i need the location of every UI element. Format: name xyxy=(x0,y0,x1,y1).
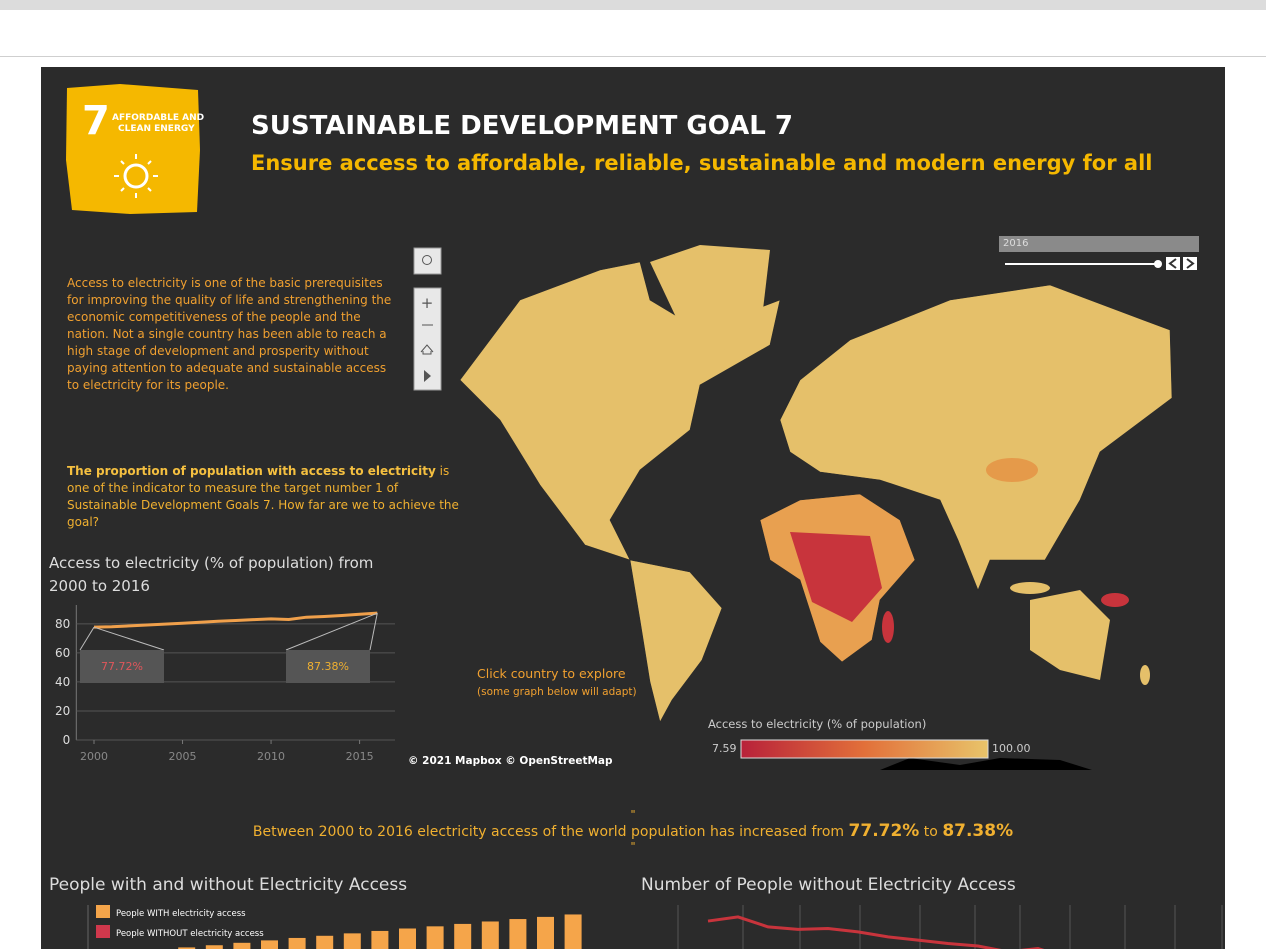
search-button[interactable] xyxy=(413,247,442,275)
chart-title: Number of People without Electricity Acc… xyxy=(641,875,1016,895)
grid-lines xyxy=(677,905,1223,949)
bar xyxy=(371,930,389,949)
x-tick-label: 2010 xyxy=(257,750,285,763)
summary-to-word: to xyxy=(923,824,938,840)
new-zealand[interactable] xyxy=(1140,665,1150,685)
y-tick-label: 60 xyxy=(55,646,70,660)
map-note-sub: (some graph below will adapt) xyxy=(477,686,637,698)
chart-title: Access to electricity (% of population) … xyxy=(49,554,374,595)
islands[interactable] xyxy=(1010,582,1050,594)
summary-text: Between 2000 to 2016 electricity access … xyxy=(252,824,845,840)
logo-rays xyxy=(114,154,158,198)
indicator-rest: is one of the indicator to measure the t… xyxy=(67,464,459,529)
x-tick-label: 2015 xyxy=(346,750,374,763)
pan-icon[interactable] xyxy=(424,370,431,382)
y-tick-label: 20 xyxy=(55,704,70,718)
legend-title: Access to electricity (% of population) xyxy=(708,717,927,731)
browser-toolbar xyxy=(0,0,1266,10)
legend-label: People WITH electricity access xyxy=(116,909,246,919)
x-tick-label: 2000 xyxy=(80,750,108,763)
callout-line xyxy=(93,626,165,651)
bar xyxy=(316,935,334,949)
line xyxy=(707,915,1045,949)
quote-mark: " xyxy=(630,808,636,821)
bar xyxy=(178,947,196,949)
map-note: Click country to explore xyxy=(477,666,626,681)
bar xyxy=(537,916,554,949)
eurasia[interactable] xyxy=(779,284,1173,591)
bar xyxy=(261,940,278,949)
papua[interactable] xyxy=(1101,593,1129,607)
annotation-box xyxy=(80,650,164,683)
logo-text: AFFORDABLE AND xyxy=(112,113,204,123)
quote-mark: " xyxy=(630,840,636,853)
search-icon xyxy=(422,255,432,265)
mongolia[interactable] xyxy=(986,458,1038,482)
legend-max: 100.00 xyxy=(992,742,1031,755)
prev-icon xyxy=(1168,258,1177,269)
bar xyxy=(343,933,361,949)
y-tick-label: 40 xyxy=(55,675,70,689)
callout-line xyxy=(285,612,378,651)
title: SUSTAINABLE DEVELOPMENT GOAL 7 xyxy=(251,111,793,141)
legend-swatch xyxy=(96,925,110,938)
bar xyxy=(481,921,499,949)
subtitle: Ensure access to affordable, reliable, s… xyxy=(251,151,1153,175)
toolbar-divider xyxy=(0,56,1266,57)
south-america[interactable] xyxy=(629,559,723,723)
legend-label: People WITHOUT electricity access xyxy=(116,929,264,939)
annotation-box xyxy=(286,650,370,683)
world-map[interactable] xyxy=(459,245,1173,770)
logo-text: CLEAN ENERGY xyxy=(118,124,195,134)
home-icon[interactable] xyxy=(420,344,434,355)
bar xyxy=(509,919,527,949)
map-attribution[interactable]: © 2021 Mapbox © OpenStreetMap xyxy=(408,755,613,767)
legend-swatch xyxy=(96,905,110,918)
logo-number: 7 xyxy=(82,98,110,144)
line xyxy=(93,611,378,629)
greenland[interactable] xyxy=(650,245,770,360)
x-tick-label: 2005 xyxy=(169,750,197,763)
legend-min: 7.59 xyxy=(712,742,737,755)
bar xyxy=(564,914,582,949)
next-icon xyxy=(1186,258,1195,269)
y-tick-label: 0 xyxy=(63,733,71,747)
antarctica xyxy=(880,758,1092,770)
year-selector[interactable]: 2016 xyxy=(999,236,1199,252)
australia[interactable] xyxy=(1030,590,1110,680)
bar xyxy=(426,926,444,949)
next-button[interactable] xyxy=(1183,257,1197,270)
indicator-text: The proportion of population with access… xyxy=(67,463,462,531)
annotation-label: 77.72% xyxy=(101,660,143,673)
bar xyxy=(288,937,306,949)
callout-line xyxy=(79,626,95,651)
chart-title: People with and without Electricity Acce… xyxy=(49,875,408,895)
zoom-in-icon[interactable]: + xyxy=(421,294,434,312)
summary: " Between 2000 to 2016 electricity acces… xyxy=(41,809,1225,853)
summary-from: 77.72% xyxy=(848,821,920,841)
annotation-label: 87.38% xyxy=(307,660,349,673)
zoom-toolbar[interactable] xyxy=(413,287,442,391)
madagascar[interactable] xyxy=(882,611,894,643)
bar xyxy=(205,945,223,949)
dashboard-graphics: 7 AFFORDABLE AND CLEAN ENERGY + 7.59 100… xyxy=(55,84,1223,949)
callout-line xyxy=(369,613,378,651)
legend-gradient xyxy=(740,739,989,759)
y-tick-label: 80 xyxy=(55,617,70,631)
central-africa[interactable] xyxy=(790,532,882,622)
indicator-bold: The proportion of population with access… xyxy=(67,464,436,478)
intro-text: Access to electricity is one of the basi… xyxy=(67,276,392,392)
prev-button[interactable] xyxy=(1166,257,1180,270)
logo-background xyxy=(66,84,200,214)
slider-knob[interactable] xyxy=(1154,260,1162,268)
bar xyxy=(399,928,416,949)
bar xyxy=(454,923,472,949)
map-controls[interactable]: + xyxy=(413,247,442,391)
logo-sun xyxy=(123,163,149,189)
summary-to: 87.38% xyxy=(942,821,1014,841)
bar xyxy=(233,942,251,949)
dashboard: 7 AFFORDABLE AND CLEAN ENERGY + 7.59 100… xyxy=(41,67,1225,949)
